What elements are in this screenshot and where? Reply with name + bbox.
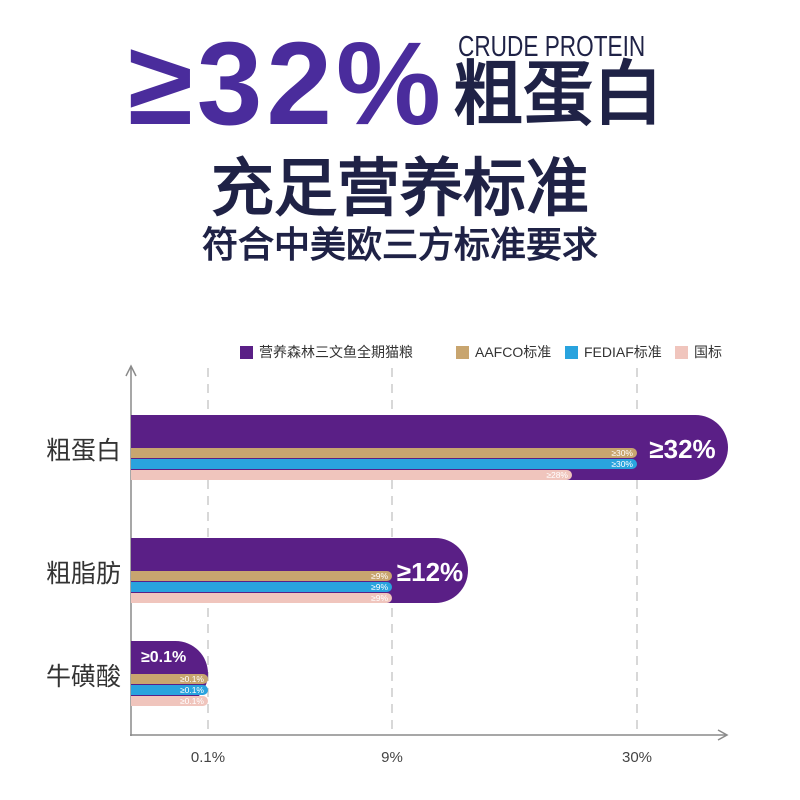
- bar-label-fediaf-crude-protein: ≥30%: [611, 459, 633, 469]
- bar-label-fediaf-taurine: ≥0.1%: [179, 685, 204, 695]
- bar-fediaf-crude-protein: ≥30%: [131, 459, 637, 469]
- bar-label-product-taurine: ≥0.1%: [141, 649, 187, 666]
- x-tick-label-0: 0.1%: [190, 749, 226, 766]
- bar-aafco-crude-fat: ≥9%: [131, 571, 392, 581]
- y-axis-arrow-icon: [125, 364, 137, 377]
- bar-gb-taurine: ≥0.1%: [131, 696, 208, 706]
- bar-aafco-crude-protein: ≥30%: [131, 448, 637, 458]
- legend-swatch-aafco: [456, 345, 469, 359]
- big-protein-value: ≥32%: [128, 18, 445, 150]
- crude-protein-chinese-label: 粗蛋白: [453, 53, 663, 135]
- subheadline: 符合中美欧三方标准要求: [201, 225, 598, 266]
- bar-label-aafco-crude-fat: ≥9%: [371, 571, 388, 581]
- legend-label-gb: 国标: [694, 344, 722, 360]
- category-label-crude-fat: 粗脂肪: [45, 558, 121, 588]
- bar-aafco-taurine: ≥0.1%: [131, 674, 208, 684]
- x-tick-label-2: 30%: [621, 749, 653, 766]
- bar-label-product-crude-protein: ≥32%: [649, 434, 716, 464]
- bar-fediaf-taurine: ≥0.1%: [131, 685, 208, 695]
- legend-label-aafco: AAFCO标准: [475, 344, 552, 360]
- legend-swatch-product: [240, 345, 253, 359]
- category-label-crude-protein: 粗蛋白: [45, 435, 121, 465]
- legend-label-fediaf: FEDIAF标准: [584, 344, 662, 360]
- legend-item-aafco: AAFCO标准: [456, 344, 551, 360]
- x-tick-label-1: 9%: [381, 749, 403, 766]
- crude-protein-english-label: CRUDE PROTEIN: [458, 31, 646, 63]
- bar-label-aafco-taurine: ≥0.1%: [179, 674, 204, 684]
- bar-product-taurine: ≥0.1%: [131, 641, 208, 706]
- bar-label-gb-crude-fat: ≥9%: [371, 593, 388, 603]
- bar-label-aafco-crude-protein: ≥30%: [611, 448, 633, 458]
- bar-label-gb-taurine: ≥0.1%: [179, 696, 204, 706]
- bar-label-fediaf-crude-fat: ≥9%: [371, 582, 388, 592]
- x-axis-arrow-icon: [717, 729, 729, 741]
- bar-product-crude-fat: ≥12%: [131, 538, 468, 603]
- bar-product-crude-protein: ≥32%: [131, 415, 728, 480]
- bar-fediaf-crude-fat: ≥9%: [131, 582, 392, 592]
- legend-swatch-gb: [675, 345, 688, 359]
- legend-item-product: 营养森林三文鱼全期猫粮: [240, 344, 413, 360]
- legend-swatch-fediaf: [565, 345, 578, 359]
- legend-item-gb: 国标: [675, 344, 722, 360]
- bar-gb-crude-protein: ≥28%: [131, 470, 572, 480]
- bar-label-gb-crude-protein: ≥28%: [546, 470, 568, 480]
- bar-label-product-crude-fat: ≥12%: [396, 557, 464, 587]
- legend-label-product: 营养森林三文鱼全期猫粮: [259, 344, 413, 360]
- headline: 充足营养标准: [211, 152, 589, 225]
- category-label-taurine: 牛磺酸: [45, 661, 121, 691]
- bar-gb-crude-fat: ≥9%: [131, 593, 392, 603]
- legend-item-fediaf: FEDIAF标准: [565, 344, 662, 360]
